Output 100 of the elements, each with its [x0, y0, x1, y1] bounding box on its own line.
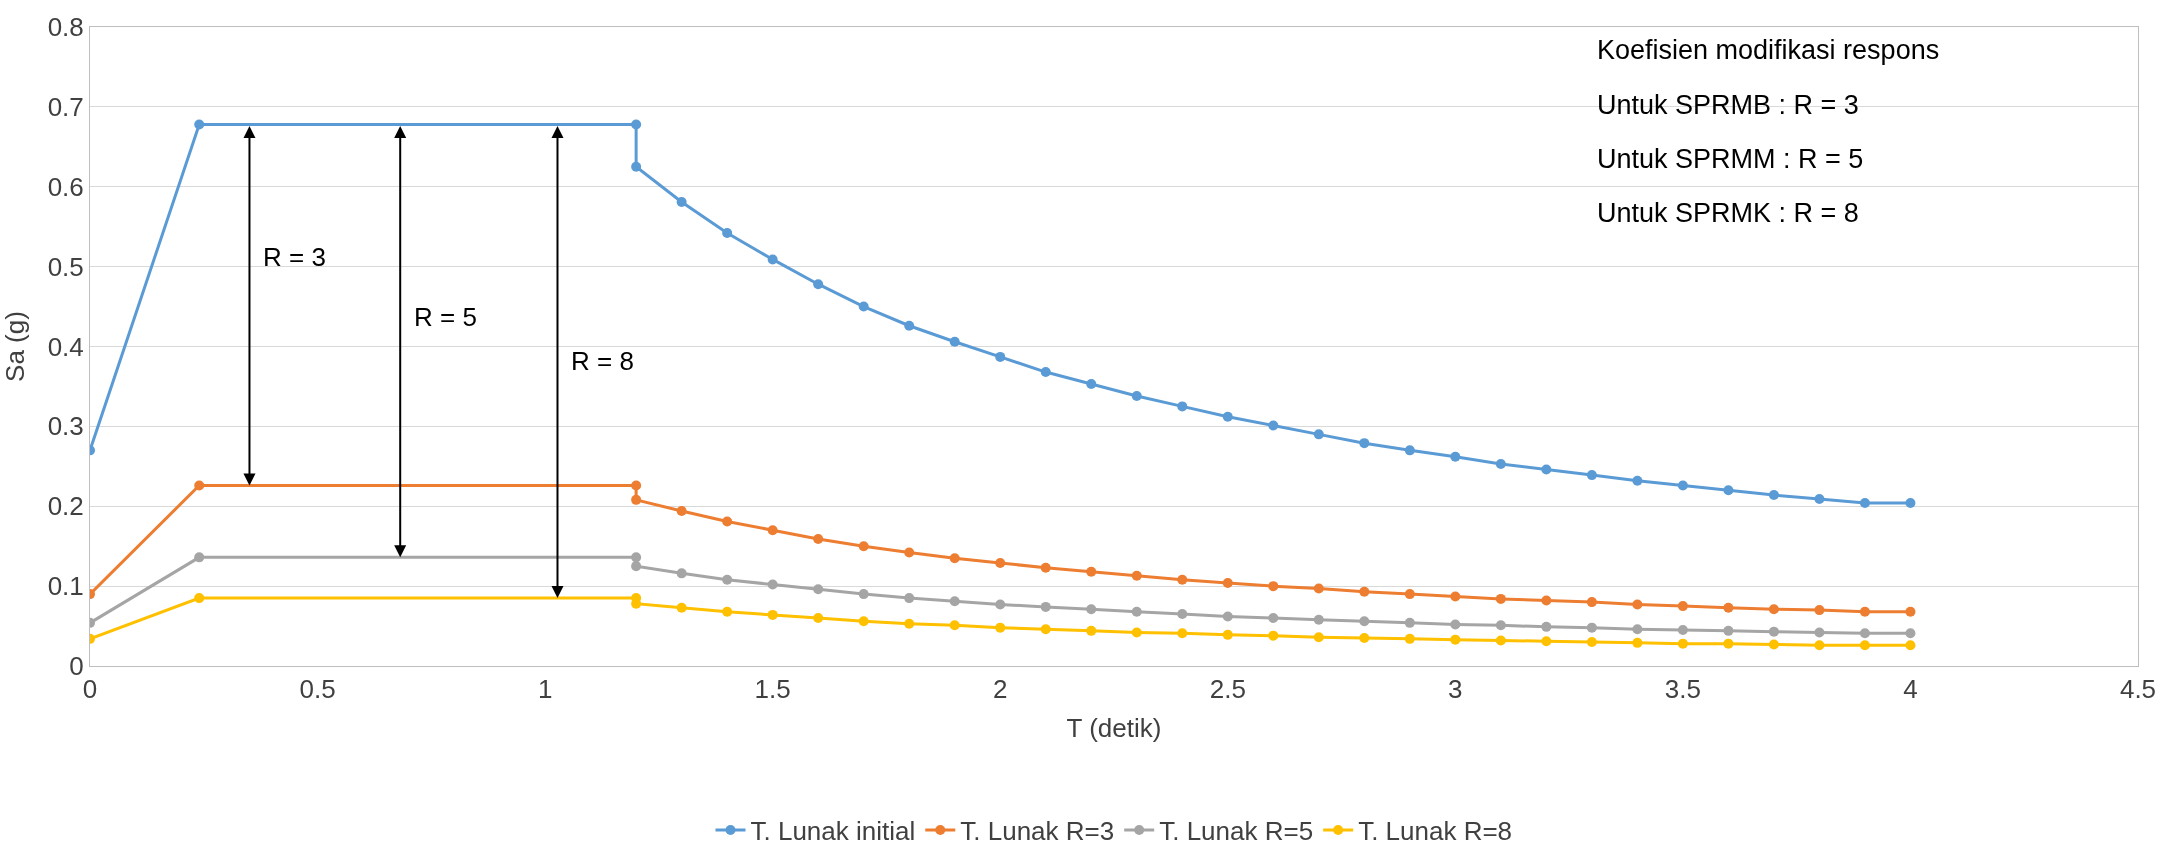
point — [1086, 379, 1097, 390]
point — [1040, 601, 1051, 612]
point — [1131, 606, 1142, 617]
legend-label: T. Lunak initial — [750, 816, 916, 847]
point — [1495, 620, 1506, 631]
point — [949, 336, 960, 347]
x-axis-title: T (detik) — [1066, 712, 1162, 743]
point — [722, 574, 733, 585]
point — [1131, 627, 1142, 638]
point — [1268, 613, 1279, 624]
x-tick-label: 4.5 — [2119, 674, 2157, 705]
point — [858, 541, 869, 552]
point — [1677, 601, 1688, 612]
y-tick-label: 0.8 — [47, 12, 84, 43]
point — [676, 568, 687, 579]
point — [767, 525, 778, 536]
point — [1222, 629, 1233, 640]
x-tick-label: 3.5 — [1664, 674, 1701, 705]
point — [1359, 616, 1370, 627]
point — [1541, 621, 1552, 632]
point — [1586, 637, 1597, 648]
point — [1586, 597, 1597, 608]
point — [813, 279, 824, 290]
point — [995, 599, 1006, 610]
point — [1040, 562, 1051, 573]
annotation: Untuk SPRMK : R = 8 — [1597, 198, 1859, 228]
point — [1177, 401, 1188, 412]
point — [194, 552, 205, 563]
y-tick-label: 0.4 — [47, 331, 84, 362]
point — [1632, 637, 1643, 648]
point — [1404, 617, 1415, 628]
annotation: R = 3 — [263, 242, 326, 272]
point — [1677, 638, 1688, 649]
point — [722, 516, 733, 527]
point — [1677, 480, 1688, 491]
y-tick-label: 0.2 — [47, 491, 84, 522]
point — [767, 579, 778, 590]
point — [1268, 420, 1279, 431]
y-tick-label: 0 — [69, 651, 84, 682]
point — [1723, 602, 1734, 613]
point — [1541, 636, 1552, 647]
point — [676, 506, 687, 517]
y-axis-title: Sa (g) — [0, 311, 31, 382]
point — [1086, 604, 1097, 615]
point — [1268, 630, 1279, 641]
point — [194, 593, 205, 604]
point — [1586, 470, 1597, 481]
point — [1814, 627, 1825, 638]
point — [1313, 614, 1324, 625]
point — [995, 557, 1006, 568]
point — [1313, 583, 1324, 594]
point — [949, 596, 960, 607]
y-tick-label: 0.6 — [47, 171, 84, 202]
point — [631, 552, 642, 563]
point — [1086, 566, 1097, 577]
point — [949, 553, 960, 564]
point — [1814, 640, 1825, 651]
point — [1450, 451, 1461, 462]
x-tick-label: 4 — [1903, 674, 1918, 705]
point — [1131, 570, 1142, 581]
point — [904, 320, 915, 331]
point — [767, 609, 778, 620]
point — [1814, 494, 1825, 505]
point — [1814, 605, 1825, 616]
point — [813, 613, 824, 624]
point — [1495, 593, 1506, 604]
point — [1450, 634, 1461, 645]
point — [1359, 633, 1370, 644]
annotation: R = 8 — [571, 346, 634, 376]
point — [1632, 624, 1643, 635]
point — [949, 620, 960, 631]
point — [1359, 438, 1370, 449]
point — [858, 589, 869, 600]
point — [676, 602, 687, 613]
point — [1222, 611, 1233, 622]
point — [1859, 628, 1870, 639]
x-tick-label: 2 — [992, 674, 1008, 705]
point — [676, 196, 687, 207]
point — [1905, 628, 1916, 639]
point — [722, 606, 733, 617]
point — [1040, 367, 1051, 378]
legend-label: T. Lunak R=8 — [1358, 816, 1513, 847]
point — [1359, 586, 1370, 597]
annotation: R = 5 — [414, 302, 477, 332]
point — [1768, 626, 1779, 637]
point — [904, 593, 915, 604]
y-tick-label: 0.5 — [47, 251, 84, 282]
point — [1905, 640, 1916, 651]
point — [858, 301, 869, 312]
point — [722, 228, 733, 239]
point — [1723, 485, 1734, 496]
point — [194, 119, 205, 130]
point — [1086, 625, 1097, 636]
point — [1495, 458, 1506, 469]
x-tick-label: 3 — [1448, 674, 1463, 705]
point — [1677, 625, 1688, 636]
point — [995, 351, 1006, 362]
point — [1404, 633, 1415, 644]
point — [1450, 591, 1461, 602]
point — [1177, 628, 1188, 639]
